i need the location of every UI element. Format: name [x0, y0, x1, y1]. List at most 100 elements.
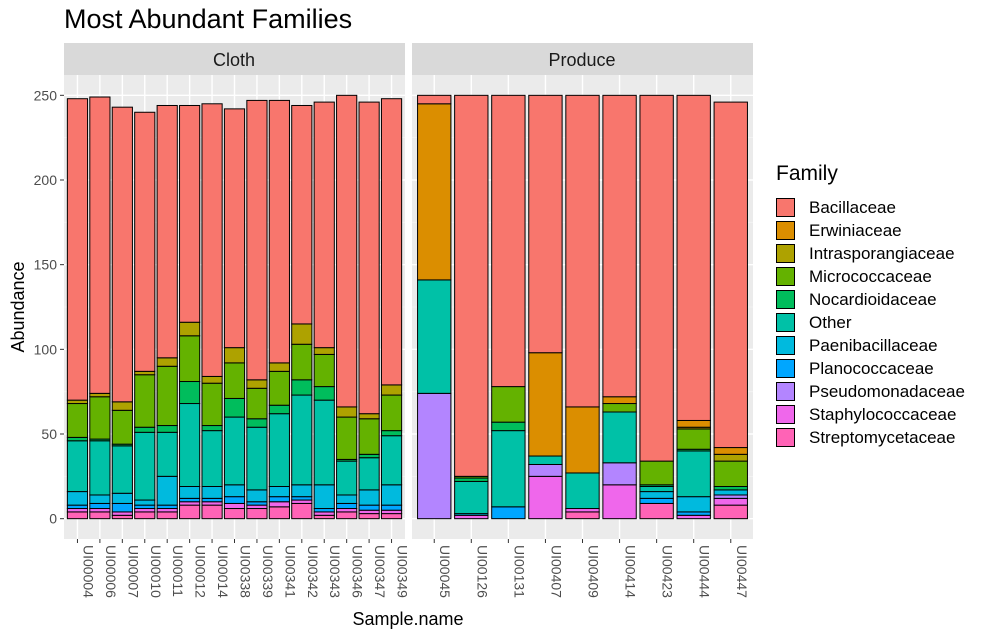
x-tick-label: UI00011: [170, 545, 186, 597]
bar-segment: [713, 486, 748, 491]
x-tick-label: UI00349: [395, 545, 411, 598]
bar-segment: [89, 396, 111, 440]
bar-segment: [358, 453, 380, 459]
legend-label: Intrasporangiaceae: [809, 243, 955, 263]
bar-segment: [246, 387, 268, 420]
bar-segment: [528, 475, 563, 520]
chart-title: Most Abundant Families: [64, 4, 353, 34]
legend-key: [776, 221, 795, 240]
bar-segment: [358, 509, 380, 515]
bar-segment: [201, 375, 223, 384]
bar-segment: [134, 431, 156, 501]
x-tick-label: UI00407: [548, 545, 564, 598]
legend-item: Staphylococcaceae: [776, 403, 965, 426]
x-tick-label: UI00343: [327, 545, 343, 598]
legend-item: Micrococcaceae: [776, 265, 965, 288]
strip-label-cloth: Cloth: [213, 50, 255, 70]
bar-segment: [565, 94, 600, 408]
bar-segment: [111, 492, 133, 504]
legend-item: Planococcaceae: [776, 357, 965, 380]
bar-segment: [336, 494, 358, 504]
bar-segment: [291, 343, 313, 381]
bar-segment: [291, 394, 313, 486]
bar-segment: [89, 508, 111, 513]
legend-label: Bacillaceae: [809, 197, 896, 217]
bar-segment: [111, 514, 133, 520]
bar-segment: [602, 403, 637, 413]
bar-segment: [246, 508, 268, 520]
legend-label: Paenibacillaceae: [809, 335, 938, 355]
bar-segment: [156, 504, 178, 510]
bar-segment: [313, 347, 335, 355]
x-tick-label: UI00339: [260, 545, 276, 598]
bar-segment: [66, 436, 89, 442]
legend-item: Nocardioidaceae: [776, 288, 965, 311]
y-tick-label: 250: [34, 87, 58, 103]
bar-segment: [134, 511, 156, 520]
bar-segment: [491, 506, 526, 520]
bar-segment: [380, 98, 403, 386]
bar-segment: [313, 399, 335, 486]
bar-segment: [134, 508, 156, 513]
bar-segment: [179, 104, 201, 323]
bar-segment: [268, 404, 290, 415]
bar-segment: [156, 511, 178, 520]
x-tick-label: UI00338: [238, 545, 254, 598]
x-tick-label: UI00447: [734, 545, 750, 598]
legend-item: Streptomycetaceae: [776, 426, 965, 449]
bar-segment: [491, 386, 526, 423]
bar-segment: [417, 94, 452, 105]
bar-segment: [313, 484, 335, 510]
bar-segment: [602, 462, 637, 486]
bar-segment: [246, 99, 268, 381]
x-tick-label: UI00012: [193, 545, 209, 598]
bar-segment: [291, 499, 313, 504]
bar-segment: [336, 416, 358, 460]
x-tick-label: UI00010: [148, 545, 164, 598]
bar-segment: [66, 511, 89, 520]
bar-segment: [336, 460, 358, 496]
y-tick-label: 100: [34, 341, 58, 357]
bar-segment: [713, 460, 748, 488]
bar-segment: [89, 96, 111, 394]
bar-segment: [565, 508, 600, 513]
legend-item: Erwiniaceae: [776, 219, 965, 242]
bar-segment: [639, 486, 674, 493]
bar-segment: [313, 353, 335, 388]
x-tick-label: UI00423: [660, 545, 676, 598]
legend: Family Bacillaceae Erwiniaceae Intrasporan…: [776, 162, 965, 449]
legend-item: Intrasporangiaceae: [776, 242, 965, 265]
bar-segment: [313, 514, 335, 520]
bar-segment: [268, 486, 290, 498]
bar-segment: [179, 497, 201, 503]
bar-segment: [639, 502, 674, 520]
bar-segment: [66, 440, 89, 493]
bar-segment: [268, 496, 290, 503]
legend-item: Pseudomonadaceae: [776, 380, 965, 403]
legend-label: Nocardioidaceae: [809, 289, 937, 309]
bar-segment: [491, 94, 526, 388]
bar-segment: [156, 508, 178, 513]
bar-segment: [313, 386, 335, 401]
bar-segment: [223, 484, 246, 498]
bar-segment: [66, 399, 89, 405]
x-tick-label: UI00347: [372, 545, 388, 598]
bar-segment: [358, 457, 380, 491]
y-tick-label: 50: [41, 426, 57, 442]
legend-key: [776, 382, 795, 401]
bar-segment: [179, 501, 201, 506]
bar-segment: [156, 357, 178, 367]
x-tick-label: UI00346: [350, 545, 366, 598]
bar-segment: [134, 111, 156, 372]
bar-segment: [246, 504, 268, 510]
legend-key: [776, 428, 795, 447]
bar-segment: [246, 379, 268, 389]
bar-segment: [179, 486, 201, 499]
legend-key: [776, 267, 795, 286]
bar-segment: [713, 494, 748, 499]
bar-segment: [676, 94, 711, 421]
bar-segment: [268, 370, 290, 406]
strip-cloth: [64, 43, 405, 75]
strip-label-produce: Produce: [548, 50, 615, 70]
bars-layer: [66, 94, 748, 520]
